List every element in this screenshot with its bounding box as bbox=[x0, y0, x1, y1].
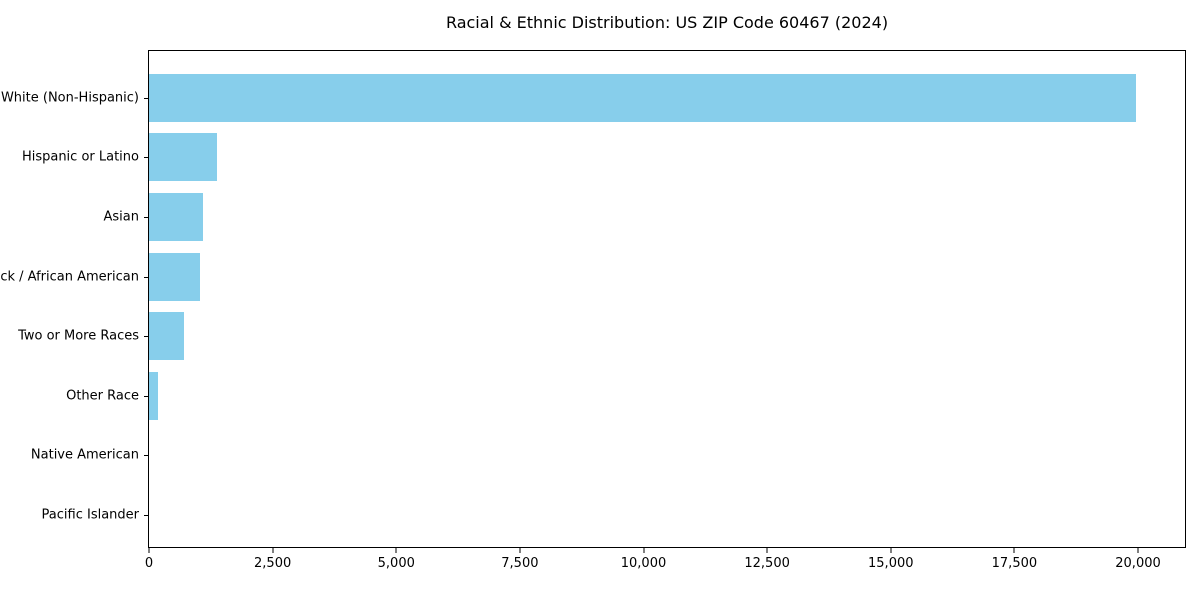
x-axis-tick bbox=[272, 548, 274, 553]
bar bbox=[149, 371, 159, 420]
y-axis-tick bbox=[144, 515, 149, 516]
y-axis-tick bbox=[144, 157, 149, 159]
y-axis-tick bbox=[144, 395, 149, 397]
y-axis-label: Native American bbox=[30, 447, 139, 463]
x-axis-label: 2,500 bbox=[254, 556, 292, 571]
bar bbox=[149, 133, 217, 182]
x-axis-label: 15,000 bbox=[868, 556, 914, 571]
y-axis-tick bbox=[144, 455, 149, 457]
bar-row bbox=[149, 426, 1185, 486]
chart-title: Racial & Ethnic Distribution: US ZIP Cod… bbox=[445, 13, 889, 32]
y-axis-label: Pacific Islander bbox=[41, 507, 139, 523]
y-axis-tick bbox=[144, 97, 149, 99]
x-axis-label: 7,500 bbox=[501, 556, 539, 571]
y-axis-label: Asian bbox=[103, 209, 139, 225]
bar bbox=[149, 252, 200, 301]
x-axis-tick bbox=[395, 548, 397, 553]
x-axis-tick bbox=[643, 548, 644, 553]
y-axis-tick bbox=[144, 336, 149, 338]
x-axis-label: 5,000 bbox=[377, 556, 415, 571]
x-axis-label: 10,000 bbox=[620, 556, 667, 571]
x-axis-tick bbox=[148, 548, 150, 553]
bar-row bbox=[149, 306, 1185, 366]
bar-row bbox=[149, 485, 1185, 545]
bar-row bbox=[149, 247, 1185, 307]
y-axis-label: Other Race bbox=[66, 388, 139, 404]
bar-row bbox=[149, 366, 1185, 426]
y-axis-tick bbox=[144, 276, 149, 278]
x-axis-label: 0 bbox=[144, 556, 154, 571]
bar-row bbox=[149, 68, 1185, 128]
x-axis-tick bbox=[519, 548, 521, 553]
bars-container bbox=[149, 51, 1185, 547]
bar bbox=[149, 192, 203, 241]
x-axis-tick bbox=[890, 548, 892, 553]
y-axis-label: Black / African American bbox=[0, 269, 139, 285]
y-axis-label: Hispanic or Latino bbox=[21, 149, 139, 165]
x-axis-label: 20,000 bbox=[1115, 556, 1161, 571]
y-axis-label: White (Non-Hispanic) bbox=[0, 90, 139, 106]
bar-row bbox=[149, 187, 1185, 247]
x-axis-tick bbox=[766, 548, 768, 553]
x-axis-label: 12,500 bbox=[744, 556, 790, 571]
plot-area: White (Non-Hispanic) Hispanic or Latino As… bbox=[0, 50, 1186, 571]
y-axis-tick bbox=[144, 217, 149, 218]
x-axis-tick bbox=[1137, 548, 1139, 553]
x-axis-label: 17,500 bbox=[991, 556, 1038, 571]
bar bbox=[149, 312, 184, 361]
bar-row bbox=[149, 128, 1185, 188]
y-axis-label: Two or More Races bbox=[18, 328, 139, 344]
x-axis-tick bbox=[1013, 548, 1015, 553]
bar bbox=[149, 73, 1136, 122]
